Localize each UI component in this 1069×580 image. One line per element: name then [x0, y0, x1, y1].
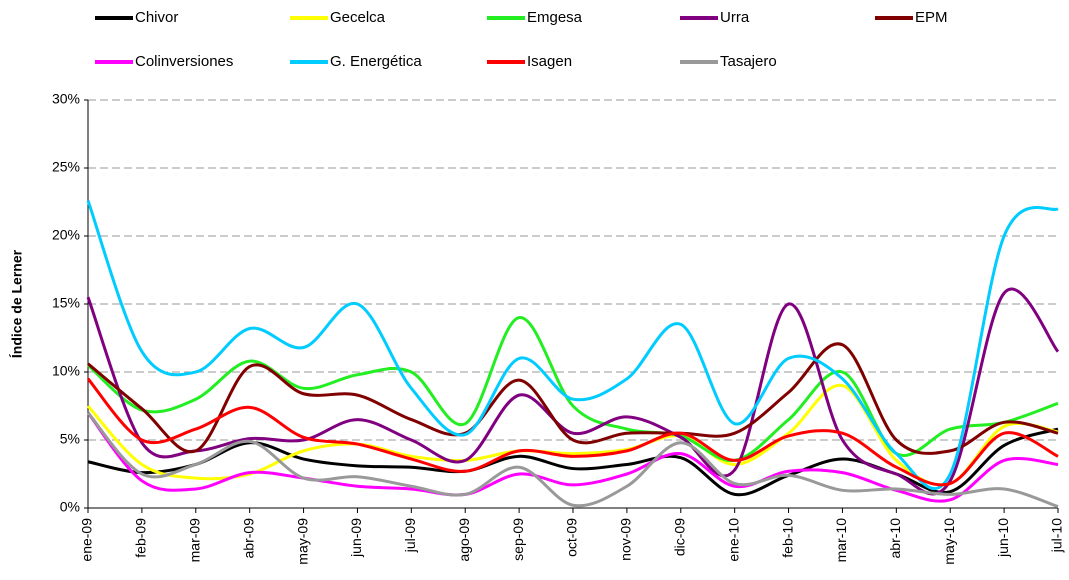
y-tick-label: 20%	[52, 227, 80, 243]
x-tick-label: ene-09	[79, 518, 95, 562]
series-line	[86, 287, 1060, 496]
x-tick-label: mar-10	[833, 518, 849, 563]
series-line	[86, 377, 1059, 487]
y-axis-label: Índice de Lerner	[9, 249, 25, 358]
y-tick-label: 0%	[60, 499, 80, 515]
legend-label: EPM	[915, 9, 948, 26]
legend-label: Tasajero	[720, 53, 777, 70]
legend-label: Chivor	[135, 9, 178, 26]
legend-label: Emgesa	[527, 9, 583, 26]
legend-label: Isagen	[527, 53, 572, 70]
series-line	[86, 411, 1059, 509]
x-tick-label: ago-09	[456, 518, 472, 562]
legend-label: G. Energética	[330, 53, 422, 70]
legend-label: Urra	[720, 9, 750, 26]
x-tick-label: jun-09	[348, 518, 364, 558]
x-tick-label: ene-10	[725, 518, 741, 562]
x-tick-label: may-10	[941, 518, 957, 565]
legend-label: Colinversiones	[135, 53, 233, 70]
y-tick-label: 10%	[52, 363, 80, 379]
x-tick-label: nov-09	[618, 518, 634, 561]
x-tick-label: abr-09	[240, 518, 256, 559]
x-tick-label: jul-10	[1049, 518, 1065, 553]
x-tick-label: feb-09	[133, 518, 149, 558]
x-tick-label: abr-10	[887, 518, 903, 559]
legend-label: Gecelca	[330, 9, 386, 26]
y-tick-label: 15%	[52, 295, 80, 311]
x-tick-label: mar-09	[186, 518, 202, 563]
y-tick-label: 5%	[60, 431, 80, 447]
x-tick-label: oct-09	[564, 518, 580, 557]
x-tick-label: feb-10	[779, 518, 795, 558]
x-tick-label: dic-09	[671, 518, 687, 556]
x-tick-label: sep-09	[510, 518, 526, 561]
x-tick-label: may-09	[294, 518, 310, 565]
x-tick-label: jun-10	[995, 518, 1011, 558]
x-tick-label: jul-09	[402, 518, 418, 553]
y-tick-label: 25%	[52, 159, 80, 175]
series-line	[87, 342, 1059, 455]
y-tick-label: 30%	[52, 91, 80, 107]
